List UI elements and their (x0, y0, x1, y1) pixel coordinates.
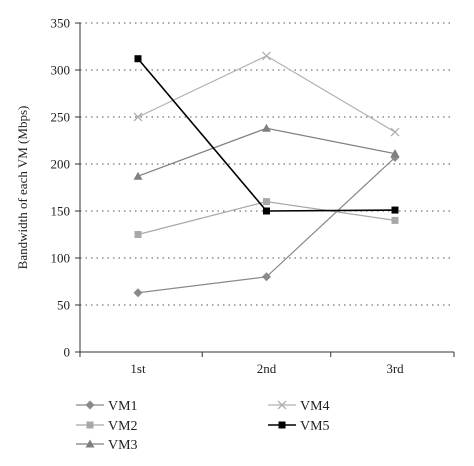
legend-marker (277, 400, 287, 410)
data-point (134, 231, 142, 238)
data-point (262, 272, 271, 282)
series-line (137, 58, 396, 212)
legend-item-vm3: VM3 (76, 438, 138, 453)
data-point (133, 112, 143, 122)
data-point (133, 288, 143, 298)
legend-marker (278, 421, 286, 429)
y-tick-label: 300 (51, 63, 71, 78)
data-point (263, 207, 270, 215)
y-tick-label: 350 (51, 16, 71, 31)
data-point (134, 55, 142, 63)
legend-label: VM4 (300, 399, 330, 414)
axes (75, 22, 455, 357)
legend: VM1 VM2 VM3 VM4 VM5 (76, 399, 330, 453)
grid-lines (80, 22, 454, 306)
x-marker-stroke (390, 127, 400, 137)
data-point (391, 216, 399, 224)
series-group (133, 51, 400, 298)
y-tick-labels: 0 50 100 150 200 250 300 350 (51, 16, 71, 360)
y-tick-label: 0 (64, 345, 71, 360)
legend-label: VM3 (108, 438, 138, 453)
series-vm5 (134, 55, 399, 215)
legend-marker (85, 439, 95, 448)
legend-item-vm2: VM2 (76, 419, 138, 434)
legend-label: VM2 (108, 419, 138, 434)
series-vm4 (133, 51, 400, 137)
x-tick-label: 2nd (257, 361, 277, 376)
series-line (137, 55, 396, 133)
data-point (263, 198, 270, 206)
data-point (262, 123, 271, 132)
data-point (390, 127, 400, 137)
y-tick-label: 250 (51, 110, 71, 125)
y-tick-label: 200 (51, 157, 71, 172)
y-axis-label: Bandwidth of each VM (Mbps) (15, 106, 30, 270)
series-line (137, 200, 396, 236)
legend-label: VM1 (108, 399, 138, 414)
data-point (133, 171, 143, 180)
series-vm3 (133, 123, 400, 180)
legend-label: VM5 (300, 419, 330, 434)
data-point (391, 206, 399, 214)
series-vm2 (134, 198, 399, 238)
y-tick-label: 100 (51, 251, 71, 266)
y-tick-label: 150 (51, 204, 71, 219)
x-tick-label: 1st (130, 361, 146, 376)
legend-marker (86, 421, 94, 429)
legend-item-vm1: VM1 (76, 399, 138, 414)
series-line (137, 127, 396, 177)
data-point (390, 149, 400, 158)
x-tick-labels: 1st 2nd 3rd (130, 361, 404, 376)
y-tick-label: 50 (57, 298, 70, 313)
legend-marker (85, 400, 95, 410)
legend-item-vm4: VM4 (268, 399, 330, 414)
x-tick-label: 3rd (386, 361, 404, 376)
x-marker-stroke (133, 112, 143, 122)
legend-item-vm5: VM5 (268, 419, 330, 434)
x-marker-stroke (262, 51, 271, 61)
x-marker-stroke (277, 400, 287, 410)
data-point (262, 51, 271, 61)
